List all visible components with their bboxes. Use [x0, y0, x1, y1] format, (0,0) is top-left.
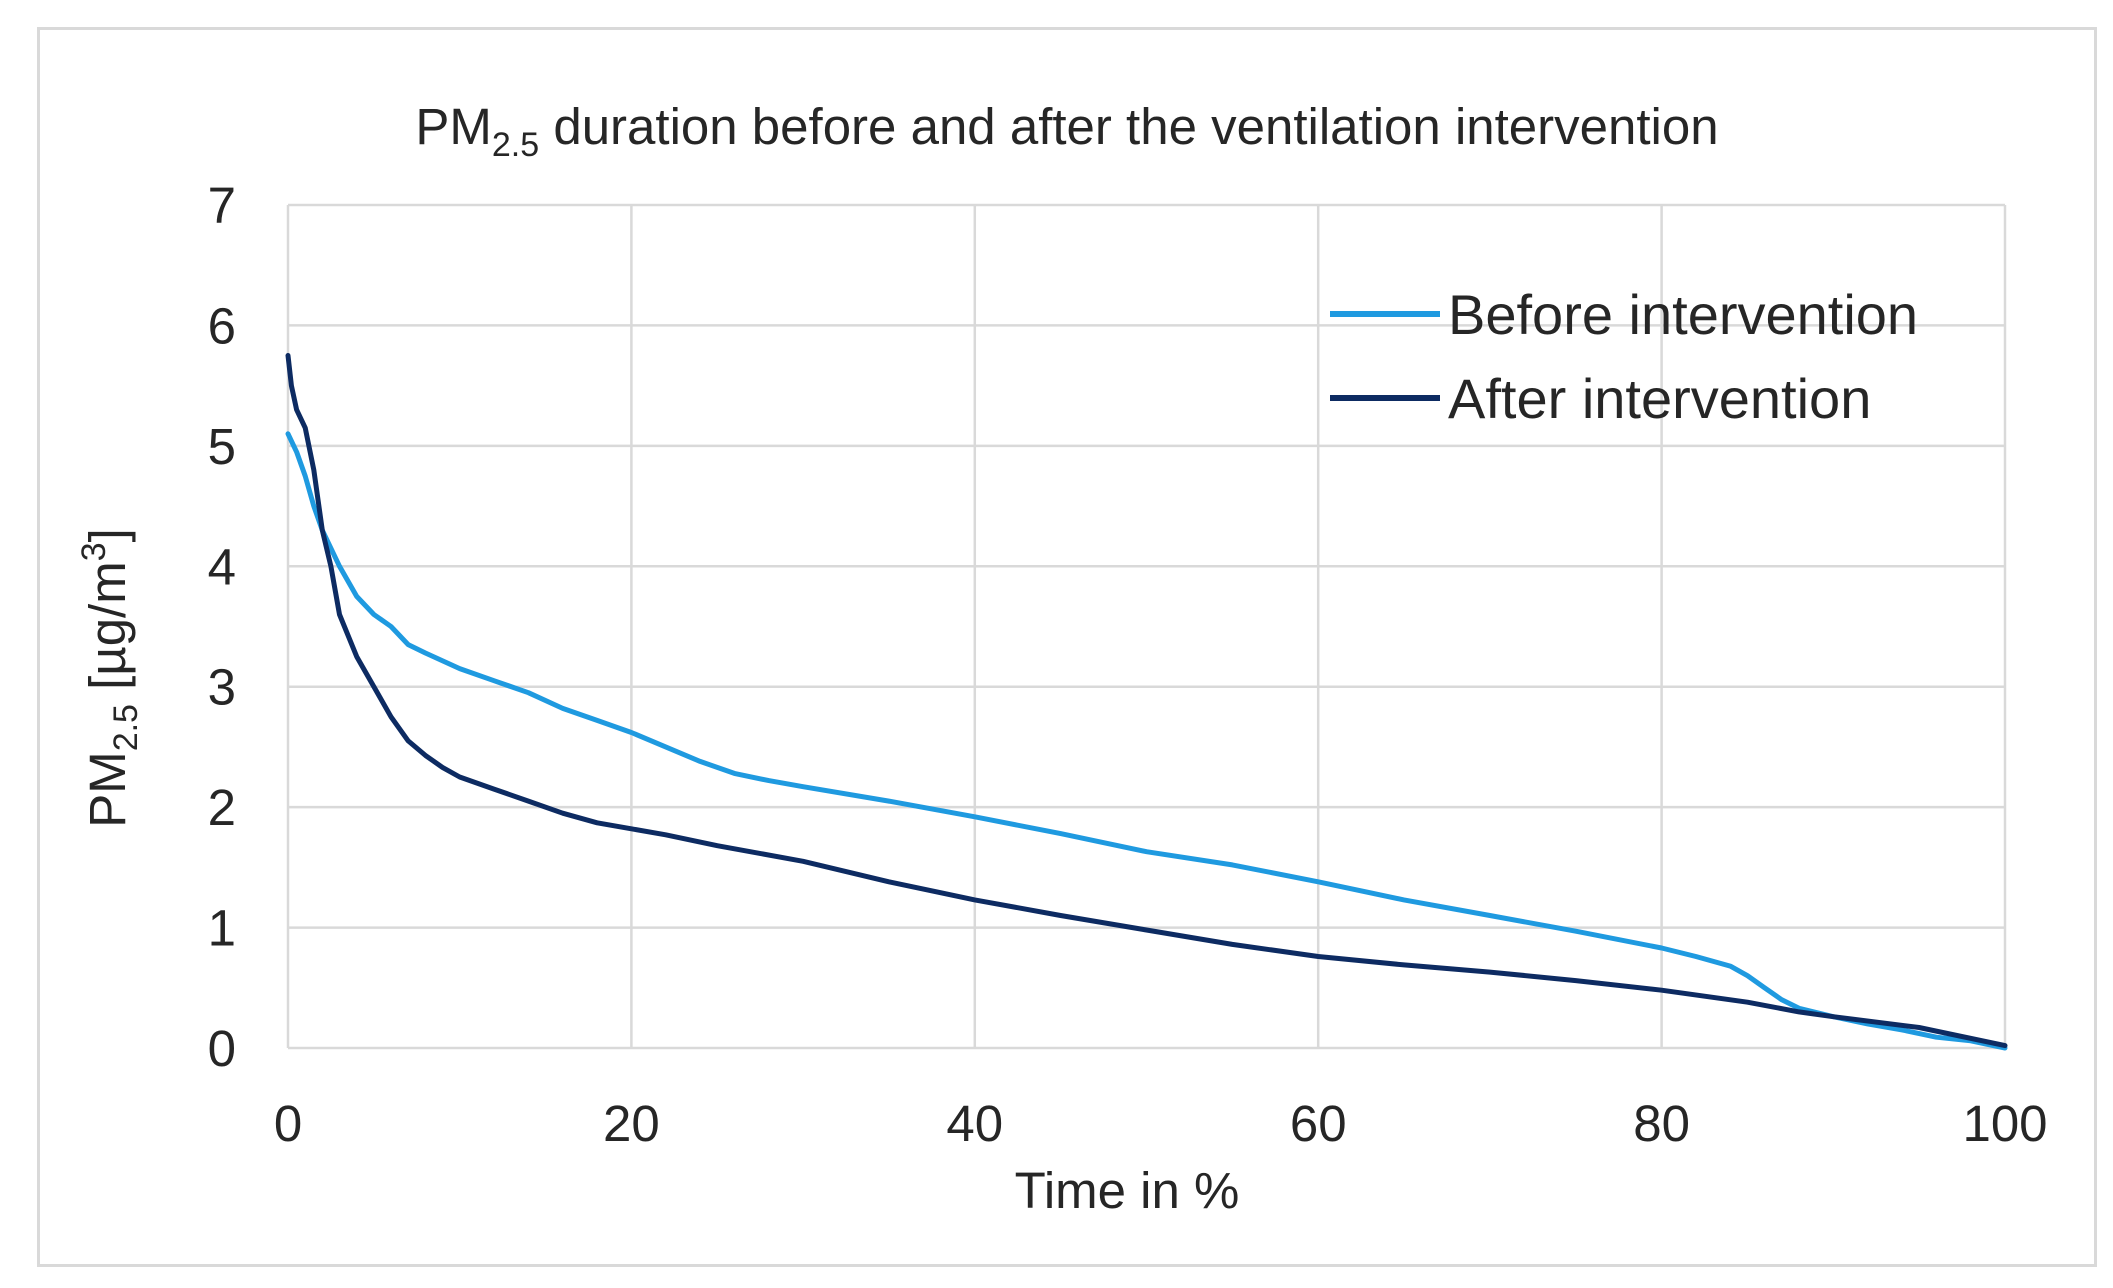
series-line-before — [285, 431, 2008, 1051]
legend: Before intervention After intervention — [1330, 283, 1918, 430]
y-tick-label: 4 — [208, 538, 236, 595]
y-tick-label: 0 — [208, 1020, 236, 1077]
y-tick-label: 5 — [208, 418, 236, 475]
x-tick-label: 100 — [1962, 1095, 2047, 1152]
x-axis-ticks: 0 20 40 60 80 100 — [274, 1095, 2048, 1152]
y-tick-label: 2 — [208, 779, 236, 836]
series-line-after — [285, 353, 2008, 1049]
ylabel-middle: [µg/m — [79, 561, 136, 704]
y-tick-label: 3 — [208, 659, 236, 716]
x-tick-label: 40 — [946, 1095, 1003, 1152]
x-axis-title: Time in % — [1015, 1162, 1240, 1219]
y-axis-title: PM2.5 [µg/m3] — [75, 528, 145, 828]
series-lines — [285, 353, 2008, 1051]
ylabel-subscript: 2.5 — [107, 704, 145, 751]
grid — [286, 203, 2007, 1050]
x-tick-label: 60 — [1290, 1095, 1347, 1152]
chart-title: PM2.5 duration before and after the vent… — [415, 98, 1718, 164]
title-subscript: 2.5 — [492, 126, 539, 164]
title-prefix: PM — [415, 98, 492, 155]
x-tick-label: 20 — [603, 1095, 660, 1152]
y-axis-ticks: 0 1 2 3 4 5 6 7 — [208, 177, 236, 1077]
y-tick-label: 7 — [208, 177, 236, 234]
y-tick-label: 6 — [208, 297, 236, 354]
y-tick-label: 1 — [208, 900, 236, 957]
legend-label-before: Before intervention — [1448, 283, 1918, 346]
x-tick-label: 0 — [274, 1095, 302, 1152]
title-suffix: duration before and after the ventilatio… — [539, 98, 1718, 155]
legend-label-after: After intervention — [1448, 367, 1871, 430]
ylabel-prefix: PM — [79, 751, 136, 828]
x-tick-label: 80 — [1633, 1095, 1690, 1152]
ylabel-superscript: 3 — [75, 542, 113, 561]
ylabel-suffix: ] — [79, 528, 136, 542]
